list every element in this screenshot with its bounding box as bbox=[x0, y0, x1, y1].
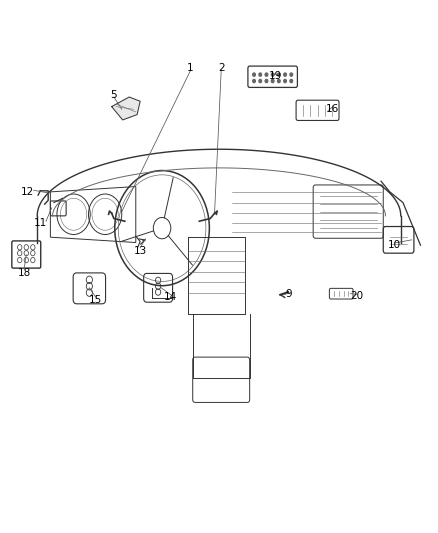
Circle shape bbox=[253, 79, 255, 83]
Circle shape bbox=[253, 73, 255, 76]
Circle shape bbox=[271, 79, 274, 83]
Text: 2: 2 bbox=[218, 63, 225, 73]
Text: 14: 14 bbox=[164, 293, 177, 302]
Text: 11: 11 bbox=[34, 218, 47, 228]
Text: 12: 12 bbox=[21, 187, 34, 197]
Text: 15: 15 bbox=[89, 295, 102, 304]
Text: 13: 13 bbox=[134, 246, 147, 255]
Text: 9: 9 bbox=[285, 289, 292, 299]
Circle shape bbox=[265, 73, 268, 76]
Text: 10: 10 bbox=[388, 240, 401, 250]
Text: 18: 18 bbox=[18, 268, 31, 278]
Circle shape bbox=[284, 73, 286, 76]
Circle shape bbox=[278, 73, 280, 76]
Text: 19: 19 bbox=[268, 71, 282, 80]
Circle shape bbox=[290, 79, 293, 83]
Circle shape bbox=[259, 73, 261, 76]
Circle shape bbox=[284, 79, 286, 83]
Text: 1: 1 bbox=[187, 63, 194, 73]
Circle shape bbox=[290, 73, 293, 76]
Circle shape bbox=[271, 73, 274, 76]
Circle shape bbox=[265, 79, 268, 83]
Polygon shape bbox=[112, 97, 140, 120]
Text: 16: 16 bbox=[326, 104, 339, 114]
Circle shape bbox=[259, 79, 261, 83]
Text: 5: 5 bbox=[110, 90, 117, 100]
Text: 20: 20 bbox=[350, 292, 364, 301]
Circle shape bbox=[278, 79, 280, 83]
